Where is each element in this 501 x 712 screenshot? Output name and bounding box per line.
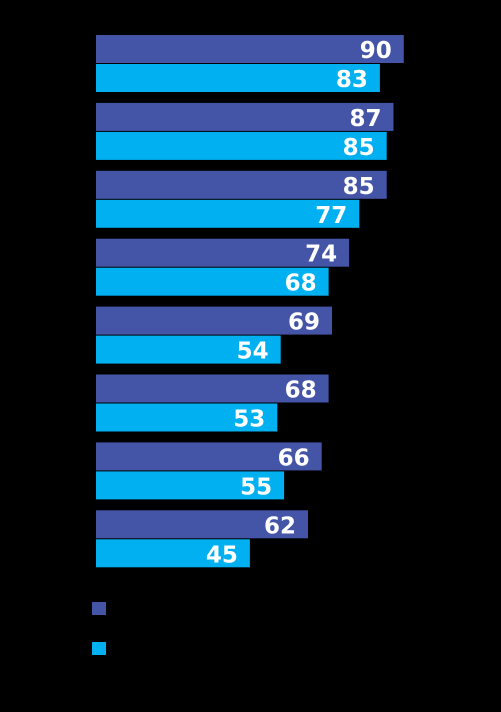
bar-s2-g2 <box>96 131 387 160</box>
legend <box>92 602 106 655</box>
data-label-s1-g5: 69 <box>288 310 320 336</box>
data-label-s1-g8: 62 <box>264 513 296 539</box>
bar-s2-g5 <box>96 335 281 364</box>
data-label-s1-g1: 90 <box>360 38 392 64</box>
bar-s1-g3 <box>96 170 387 199</box>
bar-s2-g1 <box>96 64 380 92</box>
data-label-s1-g3: 85 <box>343 174 375 200</box>
bar-s1-g7 <box>96 442 322 471</box>
bar-s1-g5 <box>96 306 332 335</box>
legend-swatch-s1 <box>92 602 106 615</box>
bar-s2-g7 <box>96 471 285 500</box>
data-label-s2-g7: 55 <box>240 474 272 500</box>
bar-s2-g3 <box>96 199 360 228</box>
bar-s1-g8 <box>96 510 308 539</box>
data-label-s1-g7: 66 <box>278 445 310 471</box>
data-label-s2-g6: 53 <box>233 407 265 433</box>
data-label-s2-g3: 77 <box>315 203 347 229</box>
data-label-s1-g4: 74 <box>305 242 337 268</box>
data-label-s2-g1: 83 <box>336 67 368 93</box>
data-label-s1-g2: 87 <box>349 106 381 132</box>
bar-s1-g6 <box>96 374 329 403</box>
data-label-s2-g5: 54 <box>237 339 269 365</box>
bar-s2-g6 <box>96 403 278 432</box>
data-label-s2-g4: 68 <box>285 271 317 297</box>
legend-swatch-s2 <box>92 642 106 655</box>
data-label-s2-g8: 45 <box>206 542 238 568</box>
bar-s2-g8 <box>96 539 250 568</box>
bars-group <box>96 35 404 568</box>
bar-s1-g4 <box>96 238 350 267</box>
data-label-s1-g6: 68 <box>285 378 317 404</box>
bar-s1-g2 <box>96 102 394 131</box>
data-label-s2-g2: 85 <box>343 135 375 161</box>
bar-s2-g4 <box>96 267 329 296</box>
bar-s1-g1 <box>96 35 404 63</box>
